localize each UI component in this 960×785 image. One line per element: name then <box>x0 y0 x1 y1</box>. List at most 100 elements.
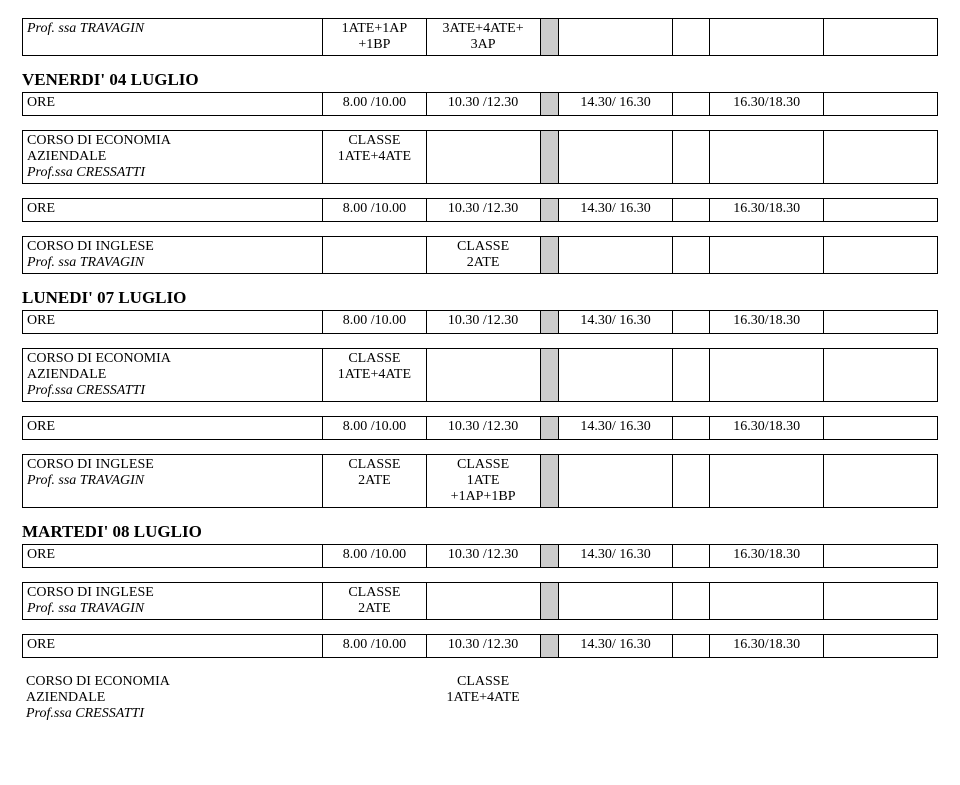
class-cell <box>426 583 540 620</box>
empty-cell <box>672 455 709 508</box>
section-title: MARTEDI' 08 LUGLIO <box>22 522 938 542</box>
time-cell: 8.00 /10.00 <box>323 635 427 658</box>
empty-cell <box>824 417 938 440</box>
empty-cell <box>710 19 824 56</box>
section-title: VENERDI' 04 LUGLIO <box>22 70 938 90</box>
time-cell: 16.30/18.30 <box>710 635 824 658</box>
time-cell: 10.30 /12.30 <box>426 199 540 222</box>
text: 1ATE+4ATE <box>446 690 519 705</box>
time-cell: 14.30/ 16.30 <box>559 311 673 334</box>
table-row: ORE 8.00 /10.00 10.30 /12.30 14.30/ 16.3… <box>23 545 938 568</box>
shaded-cell <box>540 19 559 56</box>
time-cell: 16.30/18.30 <box>710 199 824 222</box>
class-cell <box>323 237 427 274</box>
shaded-cell <box>540 93 559 116</box>
shaded-cell <box>540 545 559 568</box>
class-cell: CLASSE2ATE <box>323 583 427 620</box>
empty-cell <box>672 311 709 334</box>
empty-cell <box>824 583 938 620</box>
table-row: ORE 8.00 /10.00 10.30 /12.30 14.30/ 16.3… <box>23 93 938 116</box>
empty-cell <box>672 131 709 184</box>
class-cell: CLASSE 1ATE+4ATE <box>426 672 540 724</box>
text: 1ATE+1AP +1BP <box>342 21 407 52</box>
time-cell: 16.30/18.30 <box>710 311 824 334</box>
course-label: CORSO DI ECONOMIA AZIENDALE Prof.ssa CRE… <box>22 672 322 724</box>
table-row: CORSO DI INGLESEProf. ssa TRAVAGIN CLASS… <box>23 583 938 620</box>
course-label: CORSO DI INGLESEProf. ssa TRAVAGIN <box>23 455 323 508</box>
empty-cell <box>559 349 673 402</box>
empty-cell <box>824 19 938 56</box>
empty-cell <box>824 131 938 184</box>
empty-cell <box>672 417 709 440</box>
shaded-cell <box>540 199 559 222</box>
empty-cell <box>672 199 709 222</box>
bottom-ore-table: ORE 8.00 /10.00 10.30 /12.30 14.30/ 16.3… <box>22 634 938 658</box>
cell-c2: 3ATE+4ATE+ 3AP <box>426 19 540 56</box>
time-cell: 10.30 /12.30 <box>426 635 540 658</box>
detail-table: CORSO DI ECONOMIAAZIENDALEProf.ssa CRESS… <box>22 130 938 184</box>
table-row: ORE 8.00 /10.00 10.30 /12.30 14.30/ 16.3… <box>23 635 938 658</box>
time-cell: 8.00 /10.00 <box>323 93 427 116</box>
time-cell: 14.30/ 16.30 <box>559 199 673 222</box>
class-cell: CLASSE1ATE+4ATE <box>323 131 427 184</box>
time-cell: 8.00 /10.00 <box>323 545 427 568</box>
time-cell: 16.30/18.30 <box>710 545 824 568</box>
shaded-cell <box>540 237 559 274</box>
ore-table: ORE 8.00 /10.00 10.30 /12.30 14.30/ 16.3… <box>22 544 938 568</box>
shaded-cell <box>540 417 559 440</box>
class-cell: CLASSE2ATE <box>323 455 427 508</box>
ore-table: ORE 8.00 /10.00 10.30 /12.30 14.30/ 16.3… <box>22 416 938 440</box>
empty-cell <box>710 237 824 274</box>
time-cell: 14.30/ 16.30 <box>559 635 673 658</box>
time-cell: 8.00 /10.00 <box>323 417 427 440</box>
class-cell: CLASSE1ATE+4ATE <box>323 349 427 402</box>
course-label: CORSO DI INGLESEProf. ssa TRAVAGIN <box>23 237 323 274</box>
table-row: CORSO DI ECONOMIAAZIENDALEProf.ssa CRESS… <box>23 131 938 184</box>
empty-cell <box>824 349 938 402</box>
time-cell: 10.30 /12.30 <box>426 93 540 116</box>
table-row: CORSO DI ECONOMIA AZIENDALE Prof.ssa CRE… <box>22 672 938 724</box>
ore-table: ORE 8.00 /10.00 10.30 /12.30 14.30/ 16.3… <box>22 310 938 334</box>
teacher-label: Prof. ssa TRAVAGIN <box>23 19 323 56</box>
shaded-cell <box>540 131 559 184</box>
empty-cell <box>824 455 938 508</box>
empty-cell <box>710 131 824 184</box>
class-cell: CLASSE1ATE+1AP+1BP <box>426 455 540 508</box>
section-title: LUNEDI' 07 LUGLIO <box>22 288 938 308</box>
empty-cell <box>672 635 709 658</box>
empty-cell <box>824 311 938 334</box>
table-row: ORE 8.00 /10.00 10.30 /12.30 14.30/ 16.3… <box>23 417 938 440</box>
time-cell: 14.30/ 16.30 <box>559 93 673 116</box>
ore-label: ORE <box>23 545 323 568</box>
time-cell: 10.30 /12.30 <box>426 311 540 334</box>
empty-cell <box>559 131 673 184</box>
ore-table: ORE 8.00 /10.00 10.30 /12.30 14.30/ 16.3… <box>22 92 938 116</box>
class-cell: CLASSE2ATE <box>426 237 540 274</box>
time-cell: 16.30/18.30 <box>710 93 824 116</box>
empty-cell <box>672 19 709 56</box>
time-cell: 14.30/ 16.30 <box>559 417 673 440</box>
course-label: CORSO DI ECONOMIAAZIENDALEProf.ssa CRESS… <box>23 349 323 402</box>
time-cell: 10.30 /12.30 <box>426 545 540 568</box>
empty-cell <box>672 237 709 274</box>
empty-cell <box>540 672 559 724</box>
shaded-cell <box>540 311 559 334</box>
empty-cell <box>559 237 673 274</box>
time-cell: 16.30/18.30 <box>710 417 824 440</box>
empty-cell <box>824 545 938 568</box>
detail-table: CORSO DI ECONOMIAAZIENDALEProf.ssa CRESS… <box>22 348 938 402</box>
ore-label: ORE <box>23 199 323 222</box>
bottom-detail-table: CORSO DI ECONOMIA AZIENDALE Prof.ssa CRE… <box>22 672 938 724</box>
ore-label: ORE <box>23 635 323 658</box>
shaded-cell <box>540 583 559 620</box>
table-row: CORSO DI ECONOMIAAZIENDALEProf.ssa CRESS… <box>23 349 938 402</box>
text: 3ATE+4ATE+ 3AP <box>443 21 524 52</box>
empty-cell <box>672 545 709 568</box>
course-label: CORSO DI INGLESEProf. ssa TRAVAGIN <box>23 583 323 620</box>
empty-cell <box>710 672 824 724</box>
empty-cell <box>559 455 673 508</box>
table-row: ORE 8.00 /10.00 10.30 /12.30 14.30/ 16.3… <box>23 199 938 222</box>
class-cell <box>426 349 540 402</box>
text: Prof.ssa CRESSATTI <box>26 706 144 721</box>
time-cell: 14.30/ 16.30 <box>559 545 673 568</box>
